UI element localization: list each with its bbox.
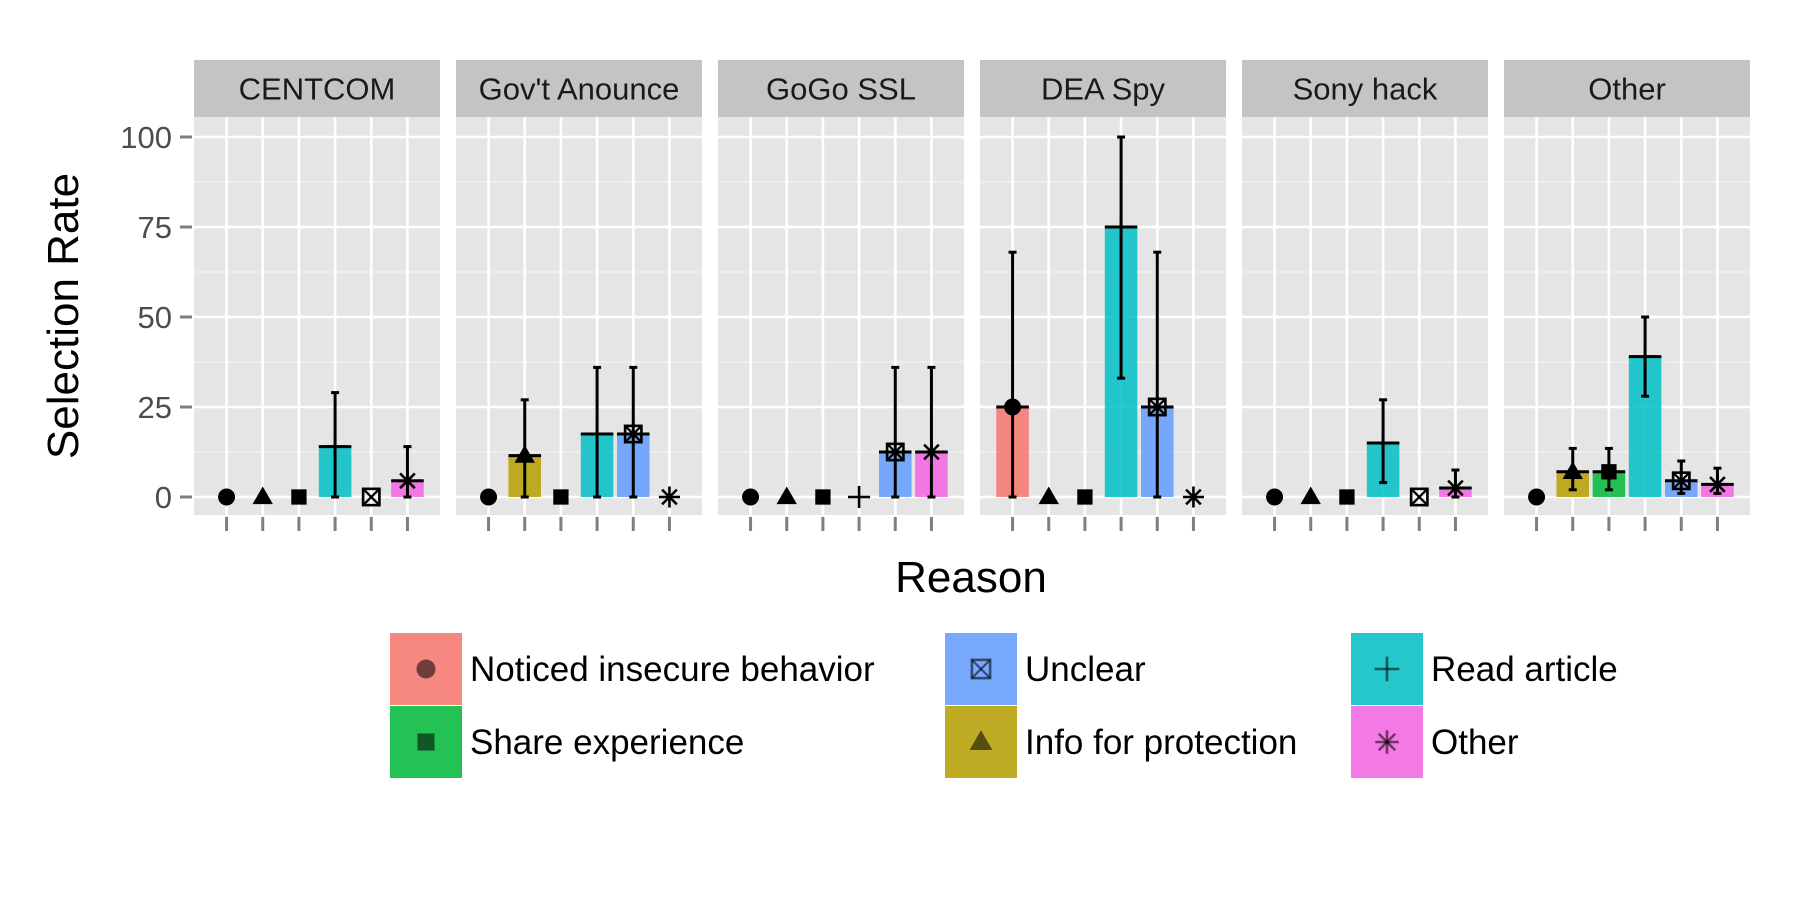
legend-marker-read-article: [1374, 656, 1400, 682]
point-read-article: [1634, 345, 1657, 368]
y-tick-label: 100: [120, 120, 172, 155]
y-tick-label: 25: [138, 390, 172, 425]
point-unclear: [361, 487, 381, 507]
legend-item-info-for-protection: Info for protection: [945, 706, 1297, 778]
point-other: [1706, 473, 1728, 495]
legend-item-unclear: Unclear: [945, 633, 1146, 705]
facet-gogo-ssl: GoGo SSL: [718, 60, 964, 531]
facet-sony-hack: Sony hack: [1242, 60, 1488, 531]
point-unclear: [623, 424, 643, 444]
point-other: [1444, 477, 1466, 499]
point-unclear: [1671, 471, 1691, 491]
x-axis-title: Reason: [895, 553, 1047, 602]
legend-item-other: Other: [1351, 706, 1519, 778]
legend: Noticed insecure behavior Share experienc…: [390, 633, 1618, 778]
legend-marker-other: [1375, 730, 1399, 754]
error-bar-noticed-insecure-behavior: [996, 250, 1029, 499]
legend-item-noticed-insecure-behavior: Noticed insecure behavior: [390, 633, 875, 705]
point-info-for-protection: [252, 486, 273, 505]
point-other: [396, 470, 418, 492]
y-axis: 0 25 50 75 100: [120, 120, 192, 515]
y-tick-label: 75: [138, 210, 172, 245]
legend-label-share-experience: Share experience: [470, 723, 744, 762]
point-unclear: [1409, 487, 1429, 507]
facet-centcom: CENTCOM: [194, 60, 440, 531]
point-other: [658, 486, 680, 508]
legend-label-unclear: Unclear: [1025, 650, 1146, 689]
point-other: [920, 441, 942, 463]
facet-other: Other: [1504, 60, 1750, 531]
legend-marker-info-for-protection: [969, 730, 993, 750]
facet-strip: [456, 60, 702, 117]
legend-marker-noticed-insecure-behavior: [416, 659, 436, 679]
point-noticed-insecure-behavior: [480, 488, 498, 506]
y-tick-label: 0: [155, 480, 172, 515]
legend-label-info-for-protection: Info for protection: [1025, 723, 1297, 762]
facet-panels: CENTCOM Gov't Anounce GoGo SSL DEA Spy Sony …: [194, 60, 1750, 531]
point-noticed-insecure-behavior: [1004, 398, 1022, 416]
facet-strip: [194, 60, 440, 117]
facet-strip-label: CENTCOM: [239, 72, 396, 107]
point-noticed-insecure-behavior: [218, 488, 236, 506]
point-noticed-insecure-behavior: [1266, 488, 1284, 506]
point-info-for-protection: [1300, 486, 1321, 505]
legend-item-read-article: Read article: [1351, 633, 1618, 705]
point-share-experience: [553, 489, 569, 505]
facet-strip: [980, 60, 1226, 117]
facet-strip-label: GoGo SSL: [766, 72, 916, 107]
facet-gov-t-anounce: Gov't Anounce: [456, 60, 702, 531]
point-unclear: [1147, 397, 1167, 417]
point-share-experience: [1601, 464, 1617, 480]
facet-strip-label: Sony hack: [1293, 72, 1438, 107]
point-info-for-protection: [1038, 486, 1059, 505]
point-share-experience: [1077, 489, 1093, 505]
legend-label-read-article: Read article: [1431, 650, 1618, 689]
point-read-article: [848, 485, 871, 509]
point-noticed-insecure-behavior: [742, 488, 760, 506]
point-read-article: [324, 435, 347, 458]
y-tick-label: 50: [138, 300, 172, 335]
point-unclear: [885, 442, 905, 462]
point-noticed-insecure-behavior: [1528, 488, 1546, 506]
point-read-article: [1110, 215, 1133, 239]
point-info-for-protection: [514, 445, 535, 463]
point-info-for-protection: [776, 486, 797, 505]
point-share-experience: [1339, 489, 1355, 505]
point-share-experience: [291, 489, 307, 505]
facet-strip-label: Gov't Anounce: [479, 72, 680, 107]
y-axis-title: Selection Rate: [39, 173, 88, 459]
legend-item-share-experience: Share experience: [390, 706, 744, 778]
facet-dea-spy: DEA Spy: [980, 60, 1226, 531]
point-other: [1182, 486, 1204, 508]
legend-label-noticed-insecure-behavior: Noticed insecure behavior: [470, 650, 875, 689]
facet-strip: [718, 60, 964, 117]
legend-marker-unclear: [970, 658, 992, 680]
legend-label-other: Other: [1431, 723, 1519, 762]
facet-strip: [1504, 60, 1750, 117]
point-share-experience: [815, 489, 831, 505]
legend-marker-share-experience: [417, 733, 435, 751]
facet-strip: [1242, 60, 1488, 117]
point-read-article: [1372, 431, 1395, 455]
facet-strip-label: Other: [1588, 72, 1666, 107]
facet-strip-label: DEA Spy: [1041, 72, 1166, 107]
point-read-article: [586, 422, 609, 446]
point-info-for-protection: [1562, 461, 1583, 479]
